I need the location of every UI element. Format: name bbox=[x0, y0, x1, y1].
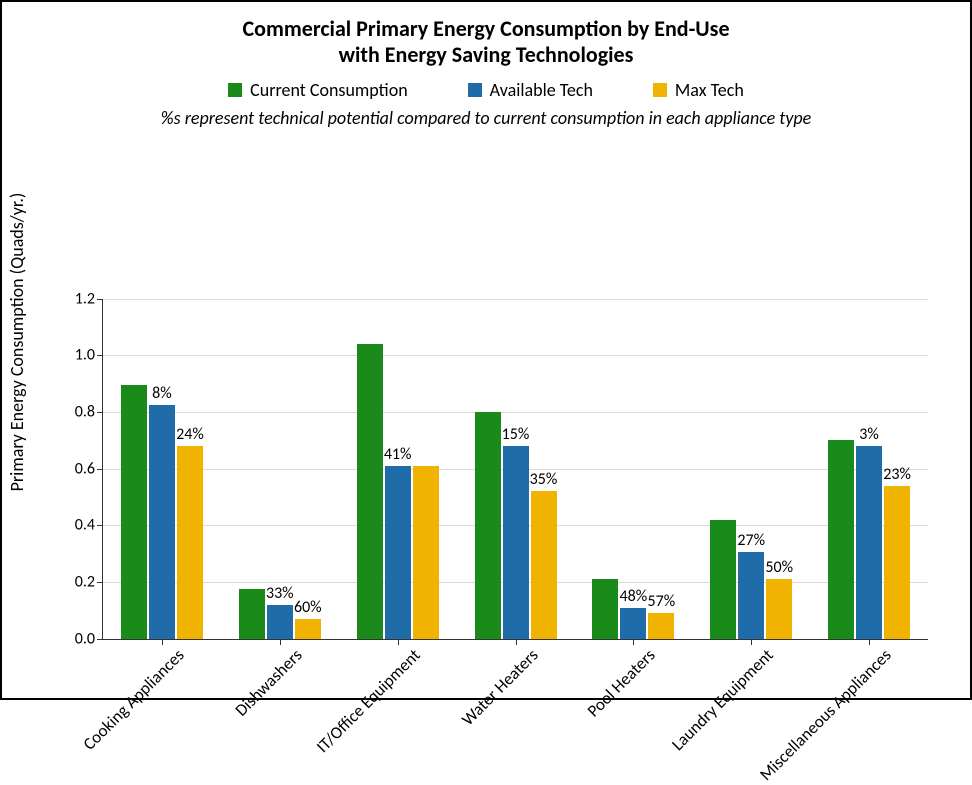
bar-percent-label: 8% bbox=[152, 384, 172, 405]
legend-item: Max Tech bbox=[653, 79, 744, 101]
bar-percent-label: 3% bbox=[859, 425, 879, 446]
gridline bbox=[103, 299, 928, 300]
y-tick-label: 1.0 bbox=[75, 346, 103, 365]
bar bbox=[592, 579, 618, 639]
bar bbox=[828, 440, 854, 638]
bar-percent-label: 48% bbox=[620, 587, 648, 608]
bar: 3% bbox=[856, 446, 882, 639]
chart-title-line2: with Energy Saving Technologies bbox=[2, 42, 970, 68]
bar: 33% bbox=[267, 605, 293, 638]
y-tick-label: 0.4 bbox=[75, 516, 103, 535]
legend-label: Max Tech bbox=[675, 79, 744, 101]
bar-percent-label: 35% bbox=[530, 470, 558, 491]
y-tick-label: 0.0 bbox=[75, 629, 103, 648]
legend-swatch bbox=[228, 83, 242, 97]
bar-percent-label: 41% bbox=[384, 445, 412, 466]
bar: 15% bbox=[503, 446, 529, 639]
bar: 24% bbox=[177, 446, 203, 639]
bar-percent-label: 15% bbox=[502, 425, 530, 446]
y-tick-label: 0.6 bbox=[75, 459, 103, 478]
legend-label: Current Consumption bbox=[250, 79, 408, 101]
legend-swatch bbox=[653, 83, 667, 97]
bar: 41% bbox=[385, 466, 411, 639]
bar-percent-label: 23% bbox=[883, 465, 911, 486]
chart-title-line1: Commercial Primary Energy Consumption by… bbox=[2, 16, 970, 42]
x-category-label: IT/Office Equipment bbox=[306, 639, 424, 757]
legend-swatch bbox=[468, 83, 482, 97]
bar: 57% bbox=[648, 613, 674, 639]
bar: 48% bbox=[620, 608, 646, 639]
bar-percent-label: 33% bbox=[266, 584, 294, 605]
x-category-label: Laundry Equipment bbox=[662, 639, 778, 755]
bar-percent-label: 50% bbox=[765, 558, 793, 579]
legend-item: Current Consumption bbox=[228, 79, 408, 101]
bar-percent-label: 24% bbox=[176, 425, 204, 446]
bar: 35% bbox=[531, 491, 557, 638]
x-category-label: Pool Heaters bbox=[578, 639, 660, 721]
legend: Current Consumption Available Tech Max Tec… bbox=[2, 79, 970, 101]
bar-percent-label: 27% bbox=[737, 531, 765, 552]
bar: 8% bbox=[149, 405, 175, 639]
bar bbox=[710, 520, 736, 639]
legend-item: Available Tech bbox=[468, 79, 593, 101]
chart-container: Commercial Primary Energy Consumption by… bbox=[0, 0, 972, 700]
bar: 27% bbox=[738, 552, 764, 638]
bar-percent-label: 57% bbox=[648, 592, 676, 613]
bar: 60% bbox=[295, 619, 321, 639]
bar bbox=[475, 412, 501, 639]
legend-label: Available Tech bbox=[490, 79, 593, 101]
y-tick-label: 1.2 bbox=[75, 289, 103, 308]
bar bbox=[413, 466, 439, 639]
bar bbox=[239, 589, 265, 639]
x-category-label: Cooking Appliances bbox=[73, 639, 188, 754]
x-category-label: Water Heaters bbox=[451, 639, 542, 730]
x-category-label: Dishwashers bbox=[225, 639, 307, 721]
bar: 23% bbox=[884, 486, 910, 639]
y-tick-label: 0.8 bbox=[75, 403, 103, 422]
bar bbox=[357, 344, 383, 639]
y-tick-label: 0.2 bbox=[75, 573, 103, 592]
bar bbox=[121, 385, 147, 639]
y-axis-label: Primary Energy Consumption (Quads/yr.) bbox=[6, 193, 28, 492]
bar-percent-label: 60% bbox=[294, 598, 322, 619]
bar: 50% bbox=[766, 579, 792, 639]
gridline bbox=[103, 355, 928, 356]
gridline bbox=[103, 412, 928, 413]
chart-subtitle: %s represent technical potential compare… bbox=[2, 107, 970, 129]
plot-area: 0.00.20.40.60.81.01.2Cooking Appliances8… bbox=[102, 299, 928, 640]
chart-title: Commercial Primary Energy Consumption by… bbox=[2, 2, 970, 69]
